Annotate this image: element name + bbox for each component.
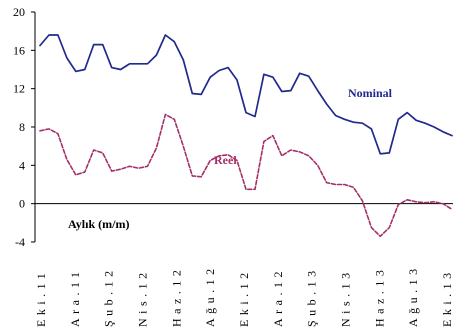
series-label-reel: Reel	[214, 153, 237, 167]
y-tick-label: 8	[19, 120, 25, 134]
y-tick-label: 20	[13, 5, 25, 19]
y-tick-label: 16	[13, 43, 25, 57]
series-line-nominal	[39, 34, 453, 155]
plot-area: -4 0 4 8 12 16 20 Eki.11 Ara.11 Şub.12 Nis.12 Haz.…	[13, 5, 454, 327]
labels-layer: Nominal Reel Aylık (m/m)	[68, 86, 393, 231]
x-tick-label: Ara.12	[271, 267, 285, 327]
x-tick-label: Haz.13	[372, 266, 386, 327]
x-tick-label: Eki.12	[237, 268, 251, 327]
x-tick-label: Ağu.12	[203, 264, 217, 327]
x-tick-label: Şub.12	[102, 266, 116, 327]
x-tick-label: Ağu.13	[406, 264, 420, 327]
series-label-nominal: Nominal	[348, 86, 393, 100]
x-tick-label: Eki.11	[34, 269, 48, 327]
y-tick-label: 4	[19, 158, 25, 172]
y-tick-label: -4	[15, 235, 25, 249]
x-tick-label: Ara.11	[68, 267, 82, 327]
y-tick-label: 12	[13, 82, 25, 96]
x-tick-label: Şub.13	[305, 266, 319, 327]
x-tick-label: Nis.13	[339, 268, 353, 327]
x-tick-label: Eki.13	[440, 268, 454, 327]
series-line-reel	[39, 113, 453, 238]
x-tick-label: Haz.12	[169, 266, 183, 327]
y-tick-label: 0	[19, 197, 25, 211]
x-axis-ticks: Eki.11 Ara.11 Şub.12 Nis.12 Haz.12 Ağu.12 Eki.…	[34, 264, 454, 327]
x-tick-label: Nis.12	[136, 268, 150, 327]
chart-annotation: Aylık (m/m)	[68, 217, 129, 231]
series-layer	[39, 34, 453, 238]
y-axis-ticks: -4 0 4 8 12 16 20	[13, 5, 35, 249]
